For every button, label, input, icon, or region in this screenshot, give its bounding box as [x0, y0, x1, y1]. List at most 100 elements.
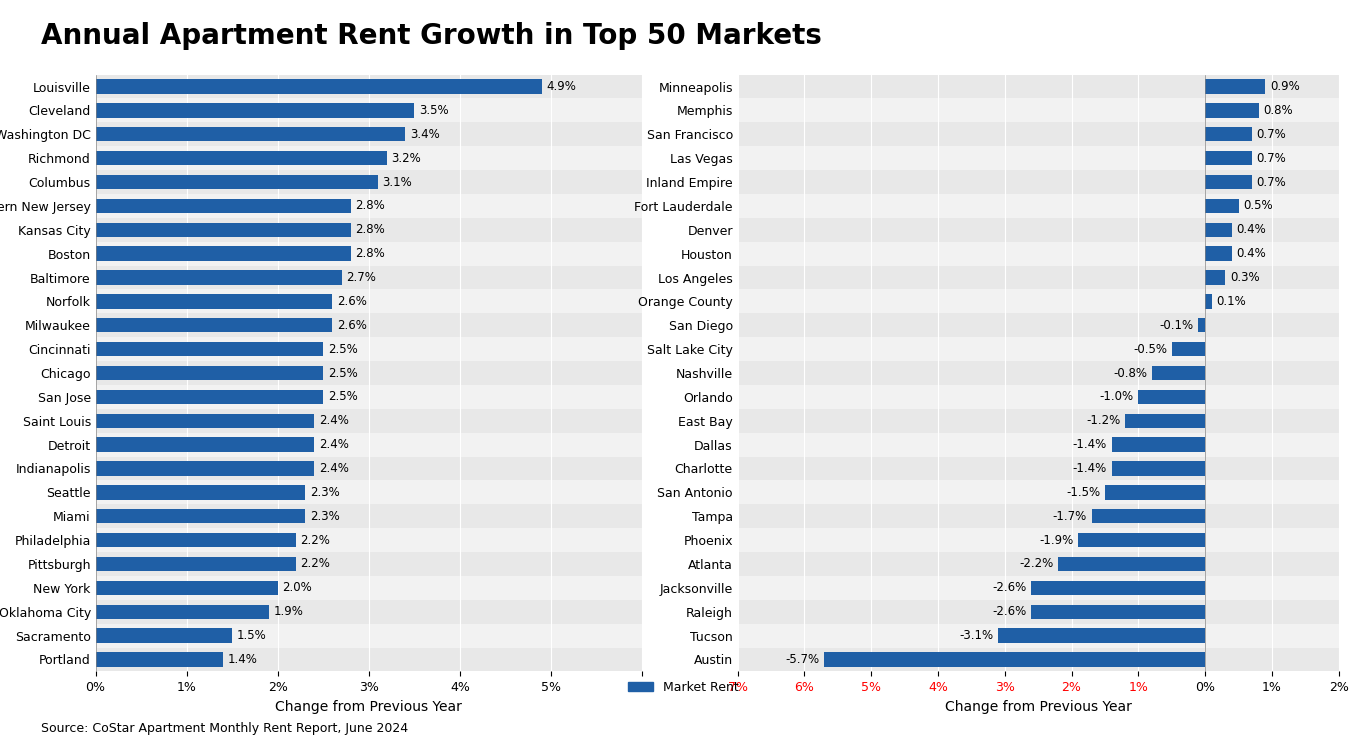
Text: 2.4%: 2.4%: [318, 462, 348, 475]
Bar: [96, 604, 269, 619]
Text: 2.7%: 2.7%: [346, 271, 376, 284]
Text: 2.8%: 2.8%: [355, 223, 385, 236]
Bar: [1172, 342, 1205, 357]
Text: 3.2%: 3.2%: [392, 151, 421, 165]
Bar: [96, 461, 314, 476]
Bar: [1205, 222, 1232, 237]
Bar: [96, 366, 324, 380]
Text: 0.7%: 0.7%: [1257, 128, 1287, 141]
Bar: [96, 122, 642, 146]
Bar: [96, 246, 351, 261]
Bar: [1205, 270, 1225, 285]
Bar: [1091, 509, 1205, 524]
Text: -5.7%: -5.7%: [785, 653, 820, 666]
Bar: [96, 433, 642, 457]
Bar: [96, 75, 642, 98]
Text: -1.5%: -1.5%: [1065, 486, 1100, 499]
Bar: [1205, 294, 1212, 309]
Text: 0.5%: 0.5%: [1243, 199, 1273, 213]
Text: 0.7%: 0.7%: [1257, 175, 1287, 189]
Text: -2.6%: -2.6%: [993, 581, 1027, 595]
Bar: [96, 266, 642, 289]
Bar: [738, 576, 1339, 600]
Bar: [738, 361, 1339, 385]
Bar: [738, 385, 1339, 409]
X-axis label: Change from Previous Year: Change from Previous Year: [276, 700, 462, 714]
Bar: [1059, 557, 1205, 571]
Text: -1.4%: -1.4%: [1072, 438, 1106, 451]
Bar: [738, 170, 1339, 194]
Bar: [96, 385, 642, 409]
Bar: [999, 628, 1205, 643]
Bar: [1205, 198, 1239, 213]
Bar: [738, 313, 1339, 337]
Bar: [738, 433, 1339, 457]
Text: 2.4%: 2.4%: [318, 438, 348, 451]
Bar: [96, 557, 296, 571]
Bar: [1078, 533, 1205, 548]
Bar: [96, 413, 314, 428]
Bar: [96, 103, 414, 118]
Text: Source: CoStar Apartment Monthly Rent Report, June 2024: Source: CoStar Apartment Monthly Rent Re…: [41, 722, 408, 735]
Bar: [96, 389, 324, 404]
Bar: [96, 170, 642, 194]
Text: 1.5%: 1.5%: [236, 629, 266, 642]
Bar: [96, 175, 378, 189]
Bar: [738, 98, 1339, 122]
Text: 2.8%: 2.8%: [355, 199, 385, 213]
Text: -1.4%: -1.4%: [1072, 462, 1106, 475]
Bar: [1112, 437, 1205, 452]
Bar: [96, 409, 642, 433]
Bar: [738, 552, 1339, 576]
Bar: [96, 624, 642, 648]
Text: 0.4%: 0.4%: [1236, 247, 1266, 260]
Bar: [96, 480, 642, 504]
Bar: [96, 194, 642, 218]
Bar: [738, 146, 1339, 170]
Text: 2.5%: 2.5%: [328, 342, 358, 356]
Bar: [738, 480, 1339, 504]
Bar: [96, 509, 305, 524]
Bar: [96, 98, 642, 122]
Bar: [1205, 79, 1265, 94]
Bar: [738, 337, 1339, 361]
Text: -2.6%: -2.6%: [993, 605, 1027, 618]
Bar: [738, 457, 1339, 480]
Bar: [96, 79, 542, 94]
Text: 2.0%: 2.0%: [283, 581, 311, 595]
Bar: [96, 342, 324, 357]
Text: -2.2%: -2.2%: [1019, 557, 1053, 571]
Bar: [96, 576, 642, 600]
Bar: [96, 270, 342, 285]
Bar: [1105, 485, 1205, 500]
Bar: [1138, 389, 1205, 404]
Text: -1.9%: -1.9%: [1040, 533, 1074, 547]
X-axis label: Change from Previous Year: Change from Previous Year: [945, 700, 1131, 714]
Bar: [738, 266, 1339, 289]
Bar: [96, 437, 314, 452]
Text: 2.4%: 2.4%: [318, 414, 348, 427]
Bar: [96, 552, 642, 576]
Text: 2.6%: 2.6%: [337, 319, 367, 332]
Bar: [1205, 175, 1251, 189]
Legend: Market Rent: Market Rent: [623, 676, 743, 699]
Bar: [1031, 580, 1205, 595]
Bar: [738, 600, 1339, 624]
Text: 0.7%: 0.7%: [1257, 151, 1287, 165]
Text: 0.4%: 0.4%: [1236, 223, 1266, 236]
Bar: [738, 624, 1339, 648]
Bar: [96, 361, 642, 385]
Text: Annual Apartment Rent Growth in Top 50 Markets: Annual Apartment Rent Growth in Top 50 M…: [41, 22, 822, 51]
Bar: [96, 127, 406, 142]
Bar: [96, 485, 305, 500]
Bar: [96, 580, 277, 595]
Text: 0.1%: 0.1%: [1217, 295, 1246, 308]
Bar: [1112, 461, 1205, 476]
Text: -1.7%: -1.7%: [1053, 510, 1087, 523]
Text: 3.1%: 3.1%: [382, 175, 413, 189]
Bar: [1205, 151, 1251, 166]
Text: -0.8%: -0.8%: [1113, 366, 1147, 380]
Bar: [1205, 127, 1251, 142]
Text: -1.2%: -1.2%: [1086, 414, 1120, 427]
Text: 0.8%: 0.8%: [1264, 104, 1292, 117]
